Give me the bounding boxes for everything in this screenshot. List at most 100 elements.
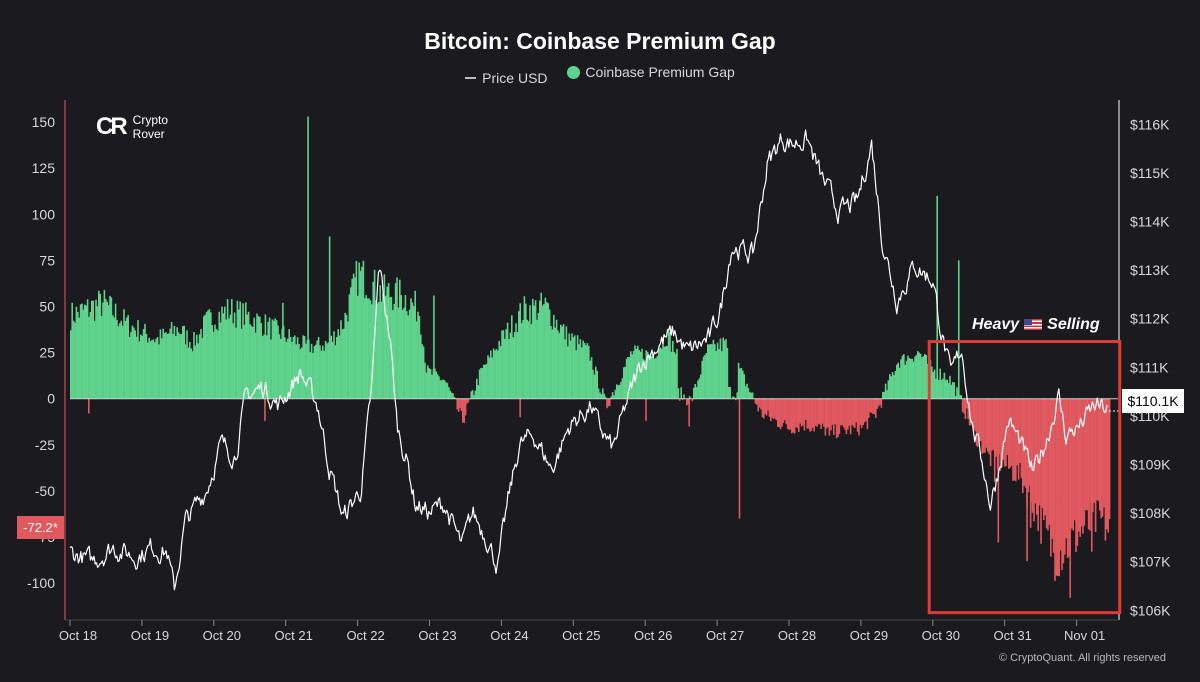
- premium-gap-bar: [785, 398, 787, 425]
- premium-gap-bar: [301, 347, 303, 399]
- premium-gap-bar: [939, 368, 941, 399]
- legend: Price USD Coinbase Premium Gap: [0, 64, 1200, 86]
- premium-gap-bar: [131, 325, 134, 399]
- premium-gap-bar: [980, 398, 982, 441]
- premium-gap-bar: [784, 398, 786, 421]
- premium-gap-bar: [438, 376, 440, 399]
- premium-gap-bar: [779, 398, 782, 430]
- annotation-text-heavy: Heavy: [972, 316, 1020, 333]
- premium-gap-bar: [474, 390, 477, 399]
- premium-gap-bar: [287, 338, 289, 399]
- premium-gap-bar: [649, 353, 652, 399]
- premium-gap-bar: [393, 304, 395, 399]
- premium-gap-bar: [1055, 398, 1058, 576]
- premium-gap-bar: [806, 398, 808, 429]
- premium-gap-bar: [144, 323, 146, 399]
- premium-gap-bar: [771, 398, 773, 418]
- premium-gap-bar: [82, 309, 85, 399]
- premium-gap-bar: [1019, 398, 1021, 463]
- premium-gap-bar: [749, 392, 751, 399]
- premium-gap-bar: [184, 344, 187, 399]
- legend-item-premium-gap[interactable]: Coinbase Premium Gap: [567, 64, 735, 80]
- premium-gap-bar: [625, 358, 628, 399]
- premium-gap-bar: [660, 348, 663, 399]
- crypto-rover-logo: CR Crypto Rover: [96, 113, 168, 141]
- premium-gap-spike: [307, 116, 309, 399]
- premium-gap-bar: [343, 328, 345, 399]
- premium-gap-bar: [222, 313, 225, 399]
- premium-gap-bar: [630, 351, 632, 399]
- premium-gap-bar: [215, 328, 218, 399]
- premium-gap-bar: [974, 398, 976, 432]
- premium-gap-bar: [191, 351, 194, 399]
- premium-gap-bar: [403, 307, 405, 399]
- premium-gap-bar: [1094, 398, 1097, 532]
- premium-gap-bar: [1066, 398, 1069, 558]
- premium-gap-bar: [114, 303, 117, 399]
- premium-gap-bar: [975, 398, 978, 447]
- premium-gap-spike: [828, 398, 831, 436]
- premium-gap-bar: [827, 398, 829, 428]
- premium-gap-bar: [505, 329, 507, 399]
- premium-gap-spike: [87, 398, 90, 414]
- logo-line-1: Crypto: [132, 113, 169, 127]
- premium-gap-bar: [956, 387, 958, 399]
- premium-gap-bar: [847, 398, 849, 430]
- premium-gap-bar: [1013, 398, 1016, 481]
- premium-gap-bar: [485, 363, 488, 399]
- premium-gap-bar: [623, 367, 625, 399]
- premium-gap-bar: [656, 355, 659, 399]
- premium-gap-bar: [1075, 398, 1077, 553]
- premium-gap-bar: [170, 322, 173, 399]
- premium-gap-bar: [495, 348, 498, 399]
- premium-gap-bar: [873, 398, 876, 415]
- premium-gap-bar: [554, 327, 556, 399]
- premium-gap-bar: [589, 360, 591, 399]
- premium-gap-bar: [533, 305, 535, 399]
- premium-gap-bar: [380, 301, 383, 399]
- premium-gap-bar: [842, 398, 845, 428]
- premium-gap-bar: [399, 279, 401, 399]
- premium-gap-bar: [543, 303, 545, 399]
- premium-gap-bar: [735, 398, 737, 401]
- premium-gap-bar: [672, 340, 674, 399]
- premium-gap-spike: [645, 398, 647, 421]
- premium-gap-bar: [603, 393, 605, 399]
- premium-gap-bar: [1071, 398, 1073, 529]
- premium-gap-bar: [292, 337, 295, 399]
- premium-gap-bar: [345, 314, 348, 399]
- premium-gap-bar: [964, 398, 967, 419]
- premium-gap-bar: [819, 398, 821, 425]
- premium-gap-bar: [350, 287, 352, 399]
- premium-gap-bar: [788, 398, 790, 431]
- premium-gap-bar: [211, 325, 213, 399]
- premium-gap-bar: [709, 343, 712, 399]
- premium-gap-bar: [834, 398, 836, 425]
- premium-gap-bar: [165, 332, 167, 399]
- premium-gap-bar: [394, 283, 397, 399]
- premium-gap-bar: [569, 340, 572, 399]
- premium-gap-bar: [452, 393, 454, 399]
- premium-gap-bar: [870, 398, 873, 413]
- premium-gap-bar: [809, 398, 811, 432]
- premium-gap-bar: [611, 392, 614, 399]
- premium-gap-bar: [917, 351, 919, 399]
- chart-title: Bitcoin: Coinbase Premium Gap: [424, 28, 776, 54]
- premium-gap-bar: [252, 326, 254, 399]
- premium-gap-bar: [597, 388, 600, 399]
- premium-gap-bar: [467, 398, 470, 403]
- premium-gap-last-value-badge: -72.2*: [17, 516, 64, 539]
- premium-gap-bar: [225, 319, 227, 399]
- premium-gap-bar: [875, 398, 877, 418]
- premium-gap-bar: [560, 324, 562, 399]
- legend-item-price[interactable]: Price USD: [465, 70, 548, 86]
- premium-gap-bar: [141, 335, 143, 399]
- premium-gap-bar: [817, 398, 820, 425]
- legend-line-swatch: [465, 76, 477, 79]
- premium-gap-bar: [190, 348, 192, 399]
- premium-gap-bar: [180, 334, 183, 399]
- premium-gap-bar: [555, 319, 558, 399]
- premium-gap-bar: [401, 309, 404, 399]
- premium-gap-bar: [320, 350, 323, 399]
